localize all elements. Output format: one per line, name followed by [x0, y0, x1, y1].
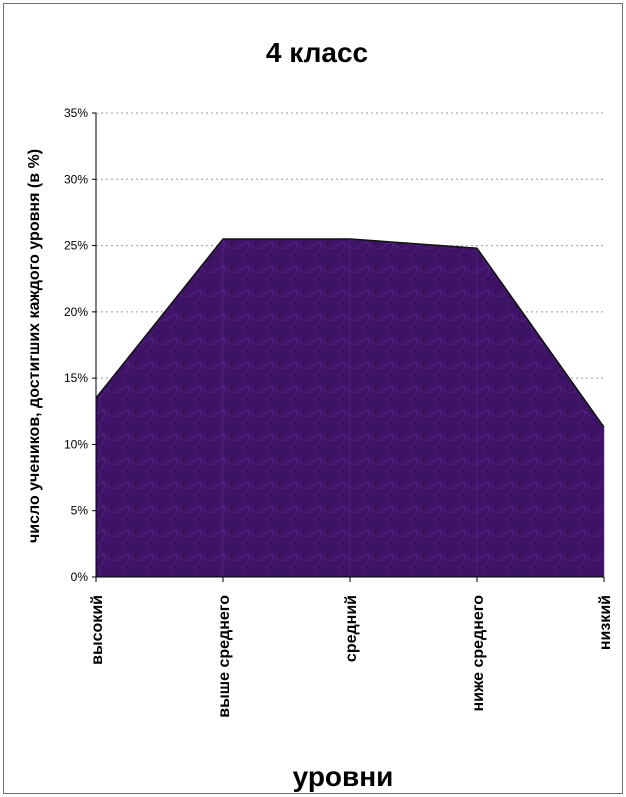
- x-tick-label: выше среднего: [216, 595, 233, 718]
- axes: [92, 112, 605, 582]
- x-tick-label: высокий: [89, 595, 106, 665]
- y-tick-label: 5%: [71, 504, 89, 518]
- y-tick-label: 25%: [64, 239, 88, 253]
- area-series: [95, 238, 605, 577]
- y-tick-label: 15%: [64, 371, 88, 385]
- y-tick-label: 30%: [64, 172, 88, 186]
- x-axis-label: уровни: [293, 761, 394, 792]
- y-tick-label: 10%: [64, 437, 88, 451]
- y-tick-label: 35%: [64, 106, 88, 120]
- x-tick-label: средний: [343, 595, 360, 662]
- y-tick-labels: 0% 5% 10% 15% 20% 25% 30% 35%: [64, 106, 88, 584]
- x-tick-labels: высокий выше среднего средний ниже среднего…: [89, 595, 614, 718]
- y-tick-label: 20%: [64, 305, 88, 319]
- y-tick-label: 0%: [71, 570, 89, 584]
- x-tick-label: ниже среднего: [470, 595, 487, 712]
- y-axis-label: число учеников, достигших каждого уровня…: [26, 149, 43, 543]
- chart-title: 4 класс: [266, 37, 368, 68]
- x-tick-label: низкий: [597, 595, 614, 650]
